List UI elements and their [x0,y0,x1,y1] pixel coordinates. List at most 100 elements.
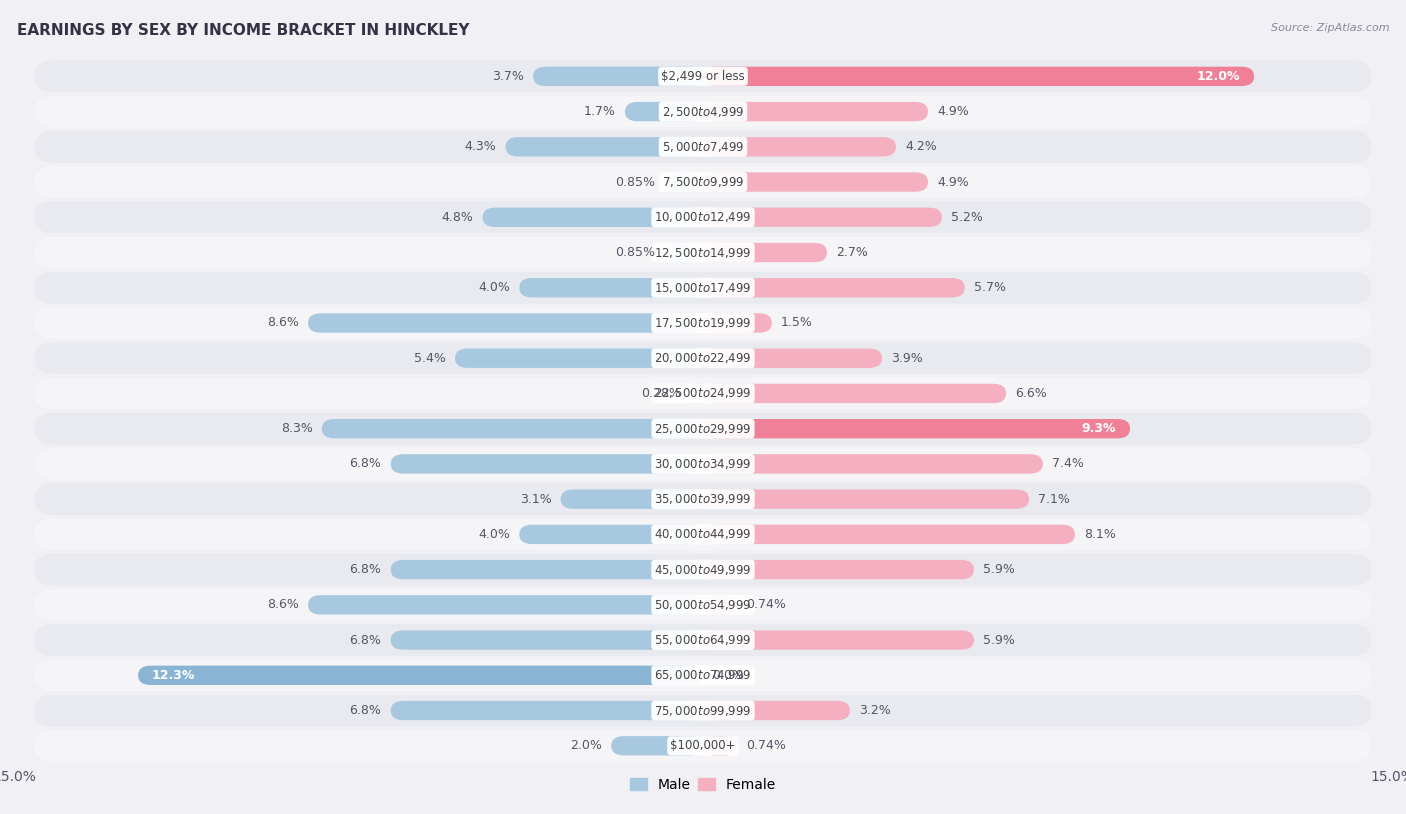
Text: 4.8%: 4.8% [441,211,474,224]
Text: $35,000 to $39,999: $35,000 to $39,999 [654,492,752,506]
FancyBboxPatch shape [35,201,1371,233]
Text: 8.6%: 8.6% [267,317,299,330]
FancyBboxPatch shape [35,659,1371,691]
FancyBboxPatch shape [35,166,1371,198]
Text: $55,000 to $64,999: $55,000 to $64,999 [654,633,752,647]
Text: $12,500 to $14,999: $12,500 to $14,999 [654,246,752,260]
Legend: Male, Female: Male, Female [624,772,782,797]
FancyBboxPatch shape [533,67,703,86]
FancyBboxPatch shape [35,237,1371,269]
FancyBboxPatch shape [703,348,882,368]
Text: $7,500 to $9,999: $7,500 to $9,999 [662,175,744,189]
Text: 0.85%: 0.85% [614,246,655,259]
Text: 12.3%: 12.3% [152,669,195,682]
Text: 6.6%: 6.6% [1015,387,1047,400]
Text: 0.0%: 0.0% [713,669,744,682]
Text: 7.4%: 7.4% [1052,457,1084,470]
FancyBboxPatch shape [35,484,1371,515]
FancyBboxPatch shape [703,313,772,333]
FancyBboxPatch shape [703,243,827,262]
FancyBboxPatch shape [690,383,703,403]
Text: 0.85%: 0.85% [614,176,655,189]
FancyBboxPatch shape [456,348,703,368]
FancyBboxPatch shape [703,383,1007,403]
Text: $75,000 to $99,999: $75,000 to $99,999 [654,703,752,718]
Text: 1.5%: 1.5% [782,317,813,330]
Text: 2.0%: 2.0% [569,739,602,752]
Text: 3.2%: 3.2% [859,704,891,717]
FancyBboxPatch shape [519,525,703,544]
Text: 6.8%: 6.8% [350,704,381,717]
FancyBboxPatch shape [35,694,1371,726]
Text: $25,000 to $29,999: $25,000 to $29,999 [654,422,752,435]
Text: 5.9%: 5.9% [983,633,1015,646]
Text: EARNINGS BY SEX BY INCOME BRACKET IN HINCKLEY: EARNINGS BY SEX BY INCOME BRACKET IN HIN… [17,23,470,37]
Text: Source: ZipAtlas.com: Source: ZipAtlas.com [1271,23,1389,33]
Text: 7.1%: 7.1% [1038,492,1070,505]
FancyBboxPatch shape [612,736,703,755]
FancyBboxPatch shape [391,454,703,474]
Text: 0.74%: 0.74% [747,739,786,752]
Text: 5.2%: 5.2% [950,211,983,224]
FancyBboxPatch shape [703,736,737,755]
Text: 2.7%: 2.7% [837,246,868,259]
FancyBboxPatch shape [703,173,928,192]
FancyBboxPatch shape [138,666,703,685]
FancyBboxPatch shape [35,589,1371,621]
Text: 4.9%: 4.9% [938,176,969,189]
Text: $20,000 to $22,499: $20,000 to $22,499 [654,351,752,365]
FancyBboxPatch shape [703,419,1130,439]
FancyBboxPatch shape [703,701,851,720]
FancyBboxPatch shape [703,67,1254,86]
FancyBboxPatch shape [703,208,942,227]
FancyBboxPatch shape [35,730,1371,762]
FancyBboxPatch shape [703,595,737,615]
FancyBboxPatch shape [322,419,703,439]
Text: 3.1%: 3.1% [520,492,551,505]
FancyBboxPatch shape [308,595,703,615]
FancyBboxPatch shape [703,137,896,156]
Text: $2,500 to $4,999: $2,500 to $4,999 [662,104,744,119]
Text: $2,499 or less: $2,499 or less [661,70,745,83]
FancyBboxPatch shape [308,313,703,333]
FancyBboxPatch shape [482,208,703,227]
Text: 9.3%: 9.3% [1081,422,1116,435]
FancyBboxPatch shape [35,131,1371,163]
FancyBboxPatch shape [703,525,1076,544]
FancyBboxPatch shape [35,448,1371,479]
Text: 4.2%: 4.2% [905,140,936,153]
FancyBboxPatch shape [519,278,703,297]
Text: $100,000+: $100,000+ [671,739,735,752]
FancyBboxPatch shape [35,624,1371,656]
FancyBboxPatch shape [664,173,703,192]
Text: 3.7%: 3.7% [492,70,524,83]
Text: $45,000 to $49,999: $45,000 to $49,999 [654,562,752,576]
Text: $65,000 to $74,999: $65,000 to $74,999 [654,668,752,682]
Text: $40,000 to $44,999: $40,000 to $44,999 [654,527,752,541]
Text: 8.3%: 8.3% [281,422,312,435]
Text: 5.9%: 5.9% [983,563,1015,576]
Text: $10,000 to $12,499: $10,000 to $12,499 [654,210,752,225]
FancyBboxPatch shape [35,307,1371,339]
Text: 8.1%: 8.1% [1084,528,1116,540]
FancyBboxPatch shape [703,630,974,650]
FancyBboxPatch shape [35,378,1371,409]
FancyBboxPatch shape [703,278,965,297]
FancyBboxPatch shape [35,519,1371,550]
FancyBboxPatch shape [703,102,928,121]
Text: 6.8%: 6.8% [350,457,381,470]
Text: 3.9%: 3.9% [891,352,924,365]
Text: $30,000 to $34,999: $30,000 to $34,999 [654,457,752,471]
FancyBboxPatch shape [664,243,703,262]
Text: 4.0%: 4.0% [478,282,510,294]
FancyBboxPatch shape [703,454,1043,474]
FancyBboxPatch shape [35,60,1371,92]
FancyBboxPatch shape [391,701,703,720]
FancyBboxPatch shape [35,343,1371,374]
Text: 5.7%: 5.7% [974,282,1005,294]
Text: $5,000 to $7,499: $5,000 to $7,499 [662,140,744,154]
Text: 5.4%: 5.4% [413,352,446,365]
FancyBboxPatch shape [703,489,1029,509]
FancyBboxPatch shape [703,560,974,580]
Text: 6.8%: 6.8% [350,563,381,576]
